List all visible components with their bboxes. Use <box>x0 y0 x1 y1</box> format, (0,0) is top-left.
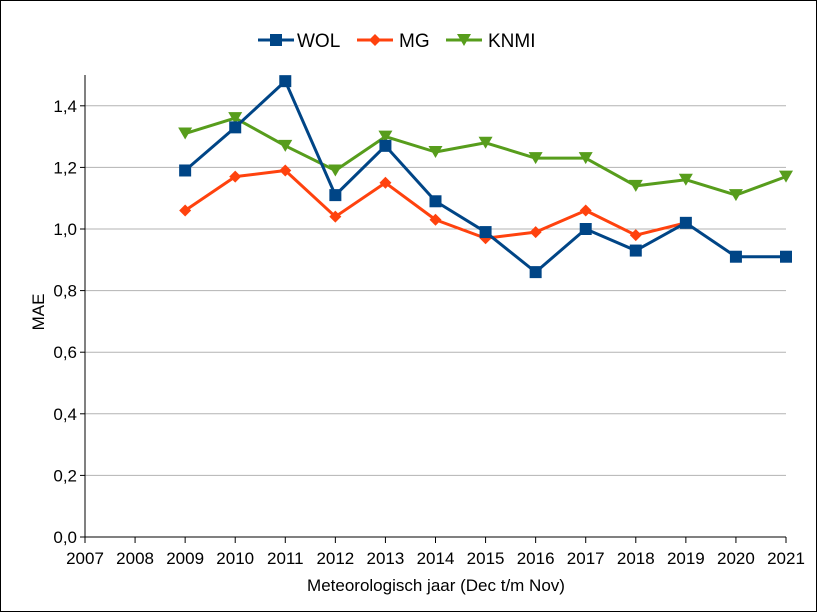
data-point-knmi <box>678 173 693 186</box>
data-point-wol <box>229 121 242 134</box>
legend: WOL MG KNMI <box>258 31 536 52</box>
x-tick-label: 2014 <box>417 549 455 568</box>
data-point-knmi <box>528 152 543 165</box>
y-tick-labels: 0,0 0,2 0,4 0,6 0,8 1,0 1,2 1,4 <box>53 97 77 547</box>
x-axis-title: Meteorologisch jaar (Dec t/m Nov) <box>307 576 565 595</box>
data-point-wol <box>179 164 192 177</box>
axes <box>80 75 787 543</box>
y-tick-label: 1,0 <box>53 220 77 239</box>
y-tick-label: 0,0 <box>53 528 77 547</box>
x-tick-label: 2018 <box>617 549 655 568</box>
data-point-wol <box>479 226 492 239</box>
series-group <box>178 75 793 279</box>
data-point-knmi <box>278 139 293 152</box>
x-tick-label: 2015 <box>467 549 505 568</box>
data-point-wol <box>629 244 642 257</box>
grid-lines <box>85 105 786 476</box>
x-tick-label: 2009 <box>166 549 204 568</box>
data-point-mg <box>579 204 592 217</box>
data-point-mg <box>529 226 542 239</box>
data-point-knmi <box>578 152 593 165</box>
data-point-knmi <box>328 164 343 177</box>
x-tick-labels: 2007 2008 2009 2010 2011 2012 2013 2014 2015 2016… <box>66 549 805 568</box>
y-tick-label: 0,4 <box>53 405 77 424</box>
data-point-knmi <box>628 179 643 192</box>
data-point-wol <box>729 250 742 263</box>
data-point-knmi <box>779 170 793 183</box>
x-tick-label: 2020 <box>717 549 755 568</box>
x-tick-label: 2013 <box>367 549 405 568</box>
series-wol <box>179 75 792 279</box>
data-point-mg <box>179 204 192 217</box>
data-point-mg <box>429 213 442 226</box>
data-point-wol <box>529 266 542 279</box>
legend-item-wol: WOL <box>258 31 340 52</box>
x-tick-label: 2010 <box>216 549 254 568</box>
data-point-mg <box>279 164 292 177</box>
series-line-knmi <box>184 116 787 197</box>
legend-item-knmi: KNMI <box>446 31 536 52</box>
x-tick-label: 2016 <box>517 549 555 568</box>
data-point-mg <box>629 229 642 242</box>
legend-label-knmi: KNMI <box>488 31 536 52</box>
legend-item-mg: MG <box>357 31 430 52</box>
data-point-mg <box>229 170 242 183</box>
data-point-knmi <box>228 112 243 125</box>
legend-label-wol: WOL <box>297 31 340 52</box>
x-tick-label: 2012 <box>316 549 354 568</box>
legend-marker-wol <box>270 34 282 46</box>
y-tick-label: 1,4 <box>53 97 77 116</box>
x-tick-label: 2021 <box>767 549 805 568</box>
y-tick-label: 0,2 <box>53 466 77 485</box>
x-tick-label: 2017 <box>567 549 605 568</box>
x-tick-label: 2008 <box>116 549 154 568</box>
series-knmi <box>178 112 793 202</box>
x-tick-label: 2019 <box>667 549 705 568</box>
data-point-wol <box>679 216 692 229</box>
legend-marker-mg <box>369 34 381 46</box>
data-point-wol <box>279 75 292 88</box>
data-point-mg <box>379 176 392 189</box>
data-point-mg <box>329 210 342 223</box>
data-point-wol <box>780 250 792 263</box>
legend-marker-knmi <box>457 34 471 46</box>
y-tick-label: 0,6 <box>53 343 77 362</box>
data-point-knmi <box>178 127 193 140</box>
data-point-wol <box>429 195 442 208</box>
data-point-knmi <box>728 189 743 202</box>
data-point-knmi <box>378 130 393 143</box>
x-tick-label: 2011 <box>267 549 304 568</box>
data-point-wol <box>329 189 342 202</box>
legend-label-mg: MG <box>399 31 430 52</box>
x-tick-label: 2007 <box>66 549 104 568</box>
data-point-knmi <box>428 146 443 158</box>
data-point-wol <box>379 139 392 152</box>
data-point-knmi <box>478 136 493 149</box>
y-axis-title: MAE <box>29 294 48 331</box>
data-point-wol <box>579 223 592 235</box>
y-tick-label: 0,8 <box>53 282 77 301</box>
y-tick-label: 1,2 <box>53 158 77 177</box>
